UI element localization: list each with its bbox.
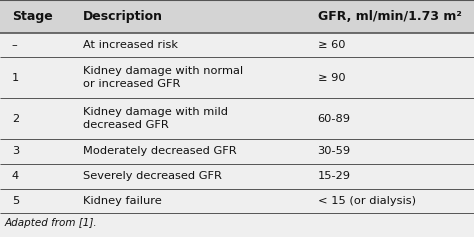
Text: At increased risk: At increased risk bbox=[83, 40, 178, 50]
Text: Adapted from [1].: Adapted from [1]. bbox=[5, 218, 97, 228]
Bar bbox=[0, 189, 474, 213]
Text: 3: 3 bbox=[12, 146, 19, 156]
Text: Description: Description bbox=[83, 10, 163, 23]
Bar bbox=[0, 33, 474, 57]
Text: Kidney damage with normal
or increased GFR: Kidney damage with normal or increased G… bbox=[83, 66, 243, 89]
Text: < 15 (or dialysis): < 15 (or dialysis) bbox=[318, 196, 416, 206]
Bar bbox=[0, 164, 474, 189]
Bar bbox=[0, 98, 474, 139]
Text: Kidney damage with mild
decreased GFR: Kidney damage with mild decreased GFR bbox=[83, 107, 228, 130]
Text: Moderately decreased GFR: Moderately decreased GFR bbox=[83, 146, 237, 156]
Text: 60-89: 60-89 bbox=[318, 114, 351, 124]
Text: Stage: Stage bbox=[12, 10, 53, 23]
Text: Kidney failure: Kidney failure bbox=[83, 196, 162, 206]
Bar bbox=[0, 0, 474, 33]
Text: ≥ 90: ≥ 90 bbox=[318, 73, 345, 83]
Bar bbox=[0, 139, 474, 164]
Text: GFR, ml/min/1.73 m²: GFR, ml/min/1.73 m² bbox=[318, 10, 462, 23]
Text: Severely decreased GFR: Severely decreased GFR bbox=[83, 171, 222, 181]
Text: 15-29: 15-29 bbox=[318, 171, 351, 181]
Text: 2: 2 bbox=[12, 114, 19, 124]
Text: 5: 5 bbox=[12, 196, 19, 206]
Text: 4: 4 bbox=[12, 171, 19, 181]
Text: 30-59: 30-59 bbox=[318, 146, 351, 156]
Text: –: – bbox=[12, 40, 18, 50]
Bar bbox=[0, 57, 474, 98]
Text: 1: 1 bbox=[12, 73, 19, 83]
Text: ≥ 60: ≥ 60 bbox=[318, 40, 345, 50]
